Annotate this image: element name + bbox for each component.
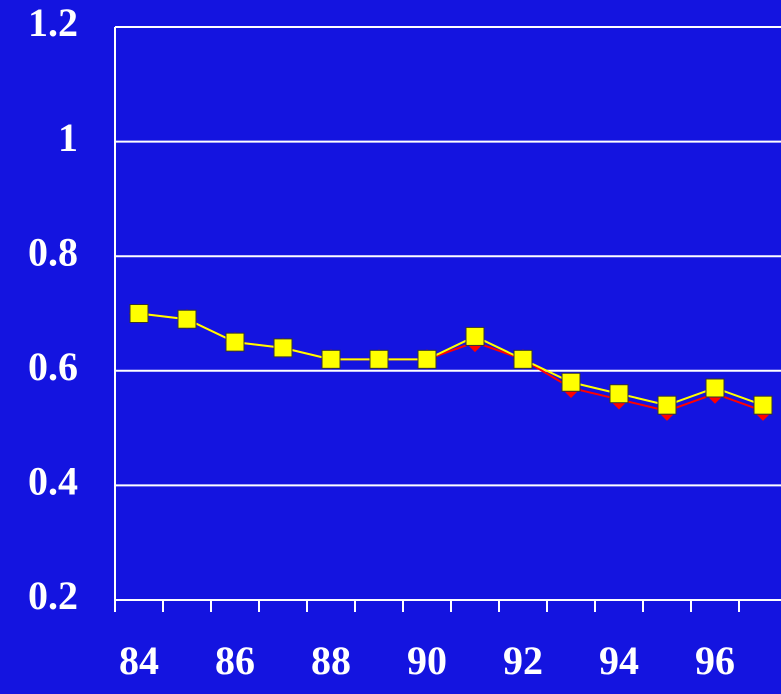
y-tick-label: 1.2 [28,0,78,45]
x-tick-label: 96 [695,638,735,683]
marker [609,384,629,404]
marker [465,326,485,346]
marker [321,349,341,369]
y-tick-label: 1 [58,115,78,160]
x-tick-label: 86 [215,638,255,683]
marker [753,395,773,415]
y-tick-label: 0.2 [28,573,78,618]
marker [129,304,149,323]
x-tick-label: 84 [119,638,159,683]
marker [513,349,533,369]
marker [369,349,389,369]
y-tick-label: 0.8 [28,229,78,274]
marker [561,372,581,392]
marker [225,332,245,352]
marker [273,338,293,358]
x-tick-label: 92 [503,638,543,683]
x-tick-label: 94 [599,638,639,683]
marker [657,395,677,415]
x-tick-label: 90 [407,638,447,683]
marker [417,349,437,369]
x-tick-label: 88 [311,638,351,683]
marker [705,378,725,398]
y-tick-label: 0.6 [28,344,78,389]
marker [177,309,197,329]
y-tick-label: 0.4 [28,459,78,504]
